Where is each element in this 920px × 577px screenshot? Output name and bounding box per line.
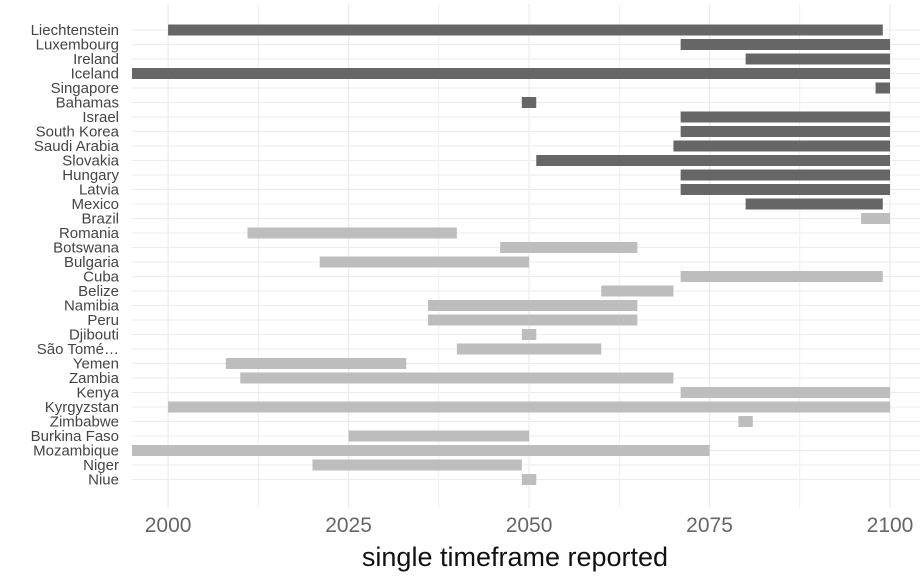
- category-label: Saudi Arabia: [34, 138, 120, 155]
- range-bar: [168, 24, 883, 36]
- bar-layer: [132, 24, 891, 485]
- range-bar: [680, 184, 890, 195]
- range-bar: [680, 387, 890, 398]
- x-tick-label: 2000: [145, 514, 192, 537]
- range-bar: [521, 474, 537, 485]
- category-label: Niger: [83, 457, 119, 474]
- range-bar: [745, 198, 883, 210]
- range-bar: [521, 97, 537, 108]
- range-bar: [456, 343, 602, 355]
- range-bar: [680, 39, 890, 50]
- range-bar: [738, 416, 753, 427]
- range-bar: [132, 68, 890, 79]
- category-label: Israel: [82, 109, 119, 126]
- category-label: Djibouti: [69, 327, 119, 344]
- category-label: Ireland: [73, 51, 119, 68]
- range-bar: [680, 111, 890, 123]
- category-label: Zambia: [69, 370, 120, 387]
- category-label: Singapore: [51, 80, 119, 97]
- range-bar: [521, 329, 537, 340]
- category-label: Luxembourg: [36, 37, 119, 54]
- range-bar: [132, 445, 710, 456]
- range-bar: [680, 271, 883, 282]
- range-bar: [348, 430, 530, 442]
- category-label: Iceland: [71, 66, 119, 83]
- range-bar: [312, 459, 522, 471]
- range-bar: [225, 358, 407, 369]
- range-bar: [601, 285, 674, 297]
- range-bar: [319, 256, 530, 268]
- category-label: Bahamas: [56, 95, 119, 112]
- range-bar: [168, 401, 891, 413]
- category-label: Latvia: [79, 182, 120, 199]
- category-label: Botswana: [53, 240, 120, 257]
- category-label: Niue: [88, 472, 119, 489]
- range-bar: [427, 300, 638, 311]
- category-label: Slovakia: [62, 153, 119, 170]
- category-label: Zimbabwe: [50, 414, 119, 431]
- category-label: Namibia: [64, 298, 120, 315]
- category-label: Kyrgyzstan: [45, 399, 119, 416]
- category-label: Brazil: [81, 211, 119, 228]
- category-label: Belize: [78, 283, 119, 300]
- range-bar: [861, 213, 890, 224]
- category-label: South Korea: [36, 124, 120, 141]
- x-tick-label: 2050: [506, 514, 553, 537]
- category-label: Yemen: [73, 356, 119, 373]
- range-bar: [673, 140, 890, 152]
- range-bar: [427, 314, 638, 326]
- range-bar: [875, 82, 890, 94]
- category-label: Mexico: [71, 196, 119, 213]
- range-bar: [745, 53, 890, 65]
- range-bar: [240, 372, 674, 384]
- x-tick-label: 2100: [867, 514, 914, 537]
- x-tick-label: 2075: [686, 514, 733, 537]
- category-label: Bulgaria: [64, 254, 120, 271]
- x-axis-title: single timeframe reported: [362, 542, 668, 572]
- category-label-layer: LiechtensteinLuxembourgIrelandIcelandSin…: [31, 22, 120, 489]
- category-label: Romania: [59, 225, 120, 242]
- category-label: Kenya: [76, 385, 119, 402]
- range-bar: [500, 242, 638, 253]
- category-label: Liechtenstein: [31, 22, 119, 39]
- range-bar: [680, 126, 890, 137]
- category-label: Burkina Faso: [31, 428, 119, 445]
- range-bar: [680, 169, 890, 181]
- range-bar: [247, 227, 457, 239]
- x-tick-label: 2025: [325, 514, 372, 537]
- category-label: Mozambique: [33, 443, 119, 460]
- range-bar: [536, 155, 890, 166]
- category-label: Hungary: [62, 167, 119, 184]
- category-label: São Tomé…: [37, 341, 119, 358]
- category-label: Cuba: [83, 269, 120, 286]
- x-tick-layer: 2000 2025 2050 2075 2100: [145, 514, 914, 537]
- category-label: Peru: [87, 312, 119, 329]
